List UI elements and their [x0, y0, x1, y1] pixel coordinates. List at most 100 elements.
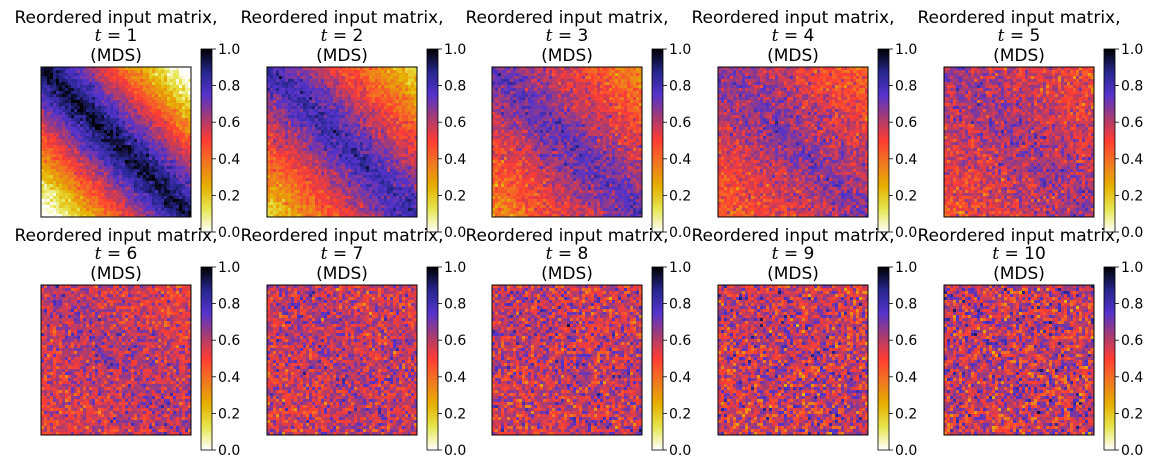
heatmap-cell [405, 106, 408, 109]
heatmap-cell [327, 202, 330, 205]
heatmap-cell [300, 124, 303, 127]
heatmap-cell [270, 121, 273, 124]
heatmap-cell [354, 175, 357, 178]
heatmap-cell [89, 193, 92, 196]
heatmap-cell [56, 151, 59, 154]
heatmap-cell [381, 148, 384, 151]
heatmap-cell [86, 76, 89, 79]
heatmap-cell [351, 211, 354, 214]
heatmap-cell [107, 154, 110, 157]
heatmap-cell [297, 109, 300, 112]
heatmap-cell [143, 184, 146, 187]
heatmap-cell [327, 127, 330, 130]
heatmap-cell [375, 91, 378, 94]
heatmap-cell [339, 133, 342, 136]
heatmap-cell [95, 76, 98, 79]
heatmap-cell [98, 133, 101, 136]
heatmap-cell [387, 163, 390, 166]
heatmap-cell [104, 121, 107, 124]
heatmap-cell [387, 196, 390, 199]
heatmap-cell [149, 73, 152, 76]
heatmap-cell [179, 196, 182, 199]
heatmap-cell [164, 109, 167, 112]
heatmap-cell [158, 145, 161, 148]
heatmap-cell [125, 175, 128, 178]
heatmap-cell [68, 97, 71, 100]
heatmap-cell [273, 181, 276, 184]
heatmap-cell [381, 79, 384, 82]
heatmap-cell [366, 100, 369, 103]
heatmap-cell [134, 127, 137, 130]
heatmap-cell [86, 103, 89, 106]
heatmap-cell [77, 94, 80, 97]
heatmap-cell [312, 160, 315, 163]
heatmap-cell [336, 190, 339, 193]
heatmap-cell [110, 130, 113, 133]
heatmap-cell [306, 142, 309, 145]
heatmap-cell [345, 142, 348, 145]
heatmap-cell [53, 181, 56, 184]
heatmap-cell [74, 193, 77, 196]
heatmap-cell [396, 106, 399, 109]
heatmap-cell [312, 97, 315, 100]
heatmap-cell [324, 130, 327, 133]
heatmap-cell [173, 130, 176, 133]
heatmap-cell [119, 85, 122, 88]
heatmap-cell [300, 157, 303, 160]
heatmap-cell [384, 127, 387, 130]
heatmap-cell [44, 94, 47, 97]
heatmap-cell [327, 211, 330, 214]
heatmap-cell [405, 154, 408, 157]
heatmap-cell [315, 175, 318, 178]
heatmap-cell [173, 91, 176, 94]
heatmap-cell [348, 166, 351, 169]
heatmap-cell [182, 208, 185, 211]
heatmap-cell [330, 130, 333, 133]
heatmap-cell [53, 163, 56, 166]
subplot-title-t: t = 2 [321, 26, 364, 46]
heatmap-cell [170, 103, 173, 106]
heatmap-cell [354, 73, 357, 76]
heatmap-cell [74, 85, 77, 88]
heatmap-cell [89, 85, 92, 88]
heatmap-cell [80, 94, 83, 97]
heatmap-cell [128, 208, 131, 211]
heatmap-cell [336, 187, 339, 190]
heatmap-cell [107, 160, 110, 163]
heatmap-cell [149, 118, 152, 121]
heatmap-cell [336, 169, 339, 172]
heatmap-cell [62, 73, 65, 76]
heatmap-cell [68, 187, 71, 190]
heatmap-cell [68, 76, 71, 79]
heatmap-cell [318, 196, 321, 199]
heatmap-cell [288, 88, 291, 91]
heatmap-cell [381, 73, 384, 76]
heatmap-cell [288, 118, 291, 121]
heatmap-cell [285, 124, 288, 127]
heatmap-cell [321, 160, 324, 163]
heatmap-cell [306, 127, 309, 130]
heatmap-cell [351, 169, 354, 172]
heatmap-cell [279, 115, 282, 118]
heatmap-cell [53, 154, 56, 157]
heatmap-cell [378, 106, 381, 109]
heatmap-cell [303, 193, 306, 196]
heatmap-cell [110, 76, 113, 79]
heatmap-cell [375, 79, 378, 82]
heatmap-cell [182, 193, 185, 196]
heatmap-cell [270, 157, 273, 160]
heatmap-cell [390, 118, 393, 121]
heatmap-cell [378, 163, 381, 166]
heatmap-cell [176, 190, 179, 193]
heatmap-cell [107, 157, 110, 160]
heatmap-cell [68, 208, 71, 211]
heatmap-cell [360, 124, 363, 127]
heatmap-cell [95, 178, 98, 181]
heatmap-cell [143, 178, 146, 181]
heatmap-cell [408, 115, 411, 118]
heatmap-cell [98, 184, 101, 187]
heatmap-cell [146, 184, 149, 187]
heatmap-cell [297, 73, 300, 76]
heatmap-cell [149, 151, 152, 154]
heatmap-cell [282, 178, 285, 181]
